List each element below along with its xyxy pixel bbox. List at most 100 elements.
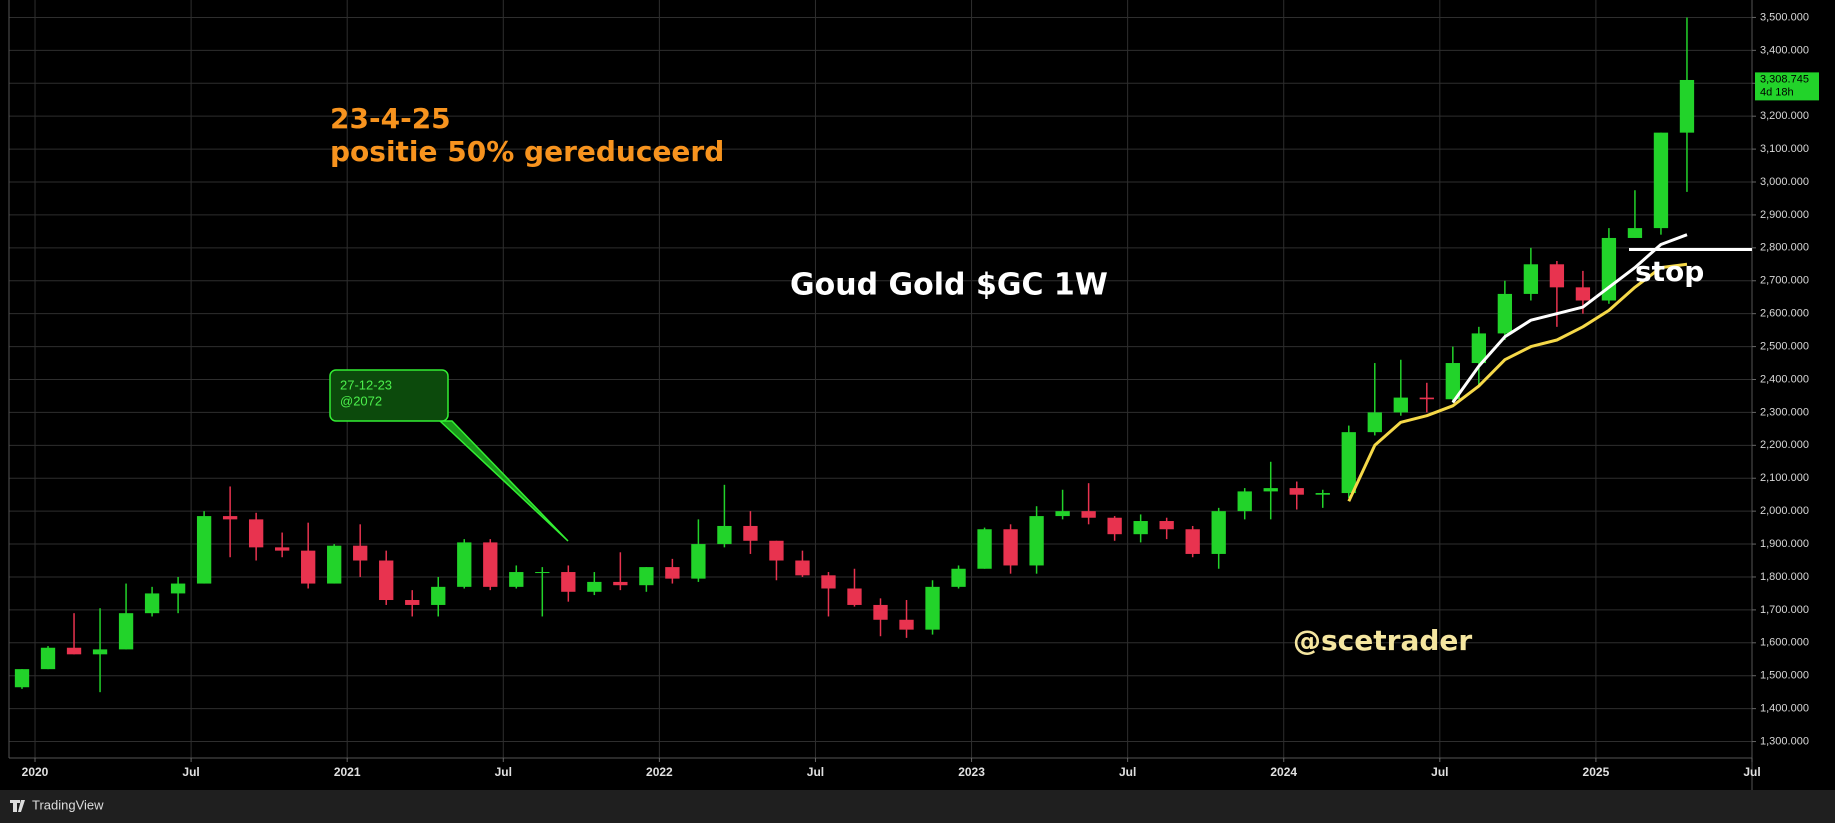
candle-body (691, 544, 706, 579)
candle-body (1341, 432, 1356, 494)
callout-text: 27-12-23 (340, 377, 392, 392)
candle-body (1445, 363, 1460, 400)
candle-body (275, 547, 290, 551)
y-tick-label: 3,200.000 (1760, 110, 1809, 122)
x-tick-label: Jul (1431, 765, 1448, 779)
candle-body (1159, 521, 1174, 530)
candle-body (1289, 488, 1304, 495)
candle-body (222, 516, 238, 520)
y-tick-label: 2,700.000 (1760, 275, 1809, 287)
x-tick-label: Jul (182, 765, 199, 779)
y-tick-label: 2,600.000 (1760, 308, 1809, 320)
x-tick-label: 2025 (1583, 765, 1610, 779)
candle-body (170, 583, 186, 594)
y-tick-label: 2,500.000 (1760, 340, 1809, 352)
x-tick-label: Jul (807, 765, 824, 779)
candle-body (561, 572, 576, 592)
candle-body (1263, 488, 1278, 492)
candle-body (1367, 412, 1382, 433)
y-tick-label: 2,400.000 (1760, 373, 1809, 385)
countdown: 4d 18h (1760, 86, 1794, 98)
candle-body (301, 550, 316, 584)
candle-body (483, 542, 498, 587)
candle-body (1419, 397, 1434, 400)
candle-body (144, 593, 160, 614)
callout-pointer (438, 420, 569, 542)
candle-body (1497, 293, 1513, 334)
x-tick-label: 2023 (958, 765, 985, 779)
x-tick-label: 2020 (22, 765, 49, 779)
y-tick-label: 2,000.000 (1760, 505, 1809, 517)
x-tick-label: 2022 (646, 765, 673, 779)
candle-body (14, 669, 30, 688)
candle-body (1627, 228, 1643, 238)
chart-title: Goud Gold $GC 1W (790, 268, 1108, 303)
candle-body (1081, 511, 1096, 518)
candle-body (92, 649, 108, 655)
y-tick-label: 1,600.000 (1760, 637, 1809, 649)
brand: TradingView (32, 797, 104, 812)
candle-body (1549, 264, 1565, 288)
annotation: stop (1635, 255, 1704, 288)
candle-body (405, 600, 420, 605)
candle-body (457, 542, 472, 587)
last-price-label: 3,308.745 (1760, 73, 1809, 85)
moving-average (1347, 262, 1688, 502)
candle-body (1653, 132, 1669, 229)
candle-body (1393, 397, 1408, 413)
candle-body (535, 572, 550, 574)
candle-body (951, 568, 966, 587)
y-tick-label: 2,100.000 (1760, 472, 1809, 484)
y-tick-label: 3,500.000 (1760, 11, 1809, 23)
callout-box (329, 369, 449, 422)
y-tick-label: 3,000.000 (1760, 176, 1809, 188)
candle-body (665, 567, 680, 579)
y-tick-label: 1,400.000 (1760, 703, 1809, 715)
candle-body (1237, 491, 1252, 512)
x-tick-label: Jul (1119, 765, 1136, 779)
candle-body (743, 525, 758, 541)
annotation: positie 50% gereduceerd (330, 135, 724, 168)
candle-body (1315, 493, 1330, 495)
candle-body (977, 529, 992, 569)
candle-body (1471, 333, 1486, 364)
x-tick-label: 2024 (1270, 765, 1297, 779)
candle-body (769, 540, 784, 561)
y-tick-label: 3,400.000 (1760, 44, 1809, 56)
candle-body (587, 581, 602, 592)
candle-body (1133, 521, 1148, 535)
candle-body (847, 588, 862, 605)
callout-text: @2072 (340, 393, 382, 408)
moving-average (1451, 233, 1688, 404)
candle-body (639, 567, 654, 586)
candle-body (353, 545, 368, 561)
candle-body (1003, 529, 1018, 566)
candle-body (1029, 516, 1044, 566)
candle-body (379, 560, 394, 601)
candle-body (66, 647, 82, 655)
y-tick-label: 3,100.000 (1760, 143, 1809, 155)
marks (14, 17, 1752, 693)
y-tick-label: 2,800.000 (1760, 242, 1809, 254)
candle-body (821, 575, 836, 589)
candle-body (795, 560, 810, 576)
y-tick-label: 2,900.000 (1760, 209, 1809, 221)
candle-body (873, 604, 888, 620)
y-tick-label: 1,500.000 (1760, 670, 1809, 682)
annotation: 23-4-25 (330, 102, 451, 135)
y-tick-label: 1,800.000 (1760, 571, 1809, 583)
axes: 1,300.000 1,400.000 1,500.000 1,600.000 1,70… (22, 11, 1819, 779)
candle-body (717, 525, 732, 545)
annotation: @scetrader (1293, 624, 1472, 657)
x-tick-label: Jul (495, 765, 512, 779)
footer-bar (0, 790, 1835, 823)
candle-body (40, 647, 56, 670)
grid (9, 0, 1753, 758)
last-price-box (1755, 72, 1819, 101)
x-tick-label: Jul (1743, 765, 1760, 779)
candle-body (248, 519, 264, 548)
candle-body (899, 619, 914, 630)
candle-body (1679, 79, 1695, 133)
